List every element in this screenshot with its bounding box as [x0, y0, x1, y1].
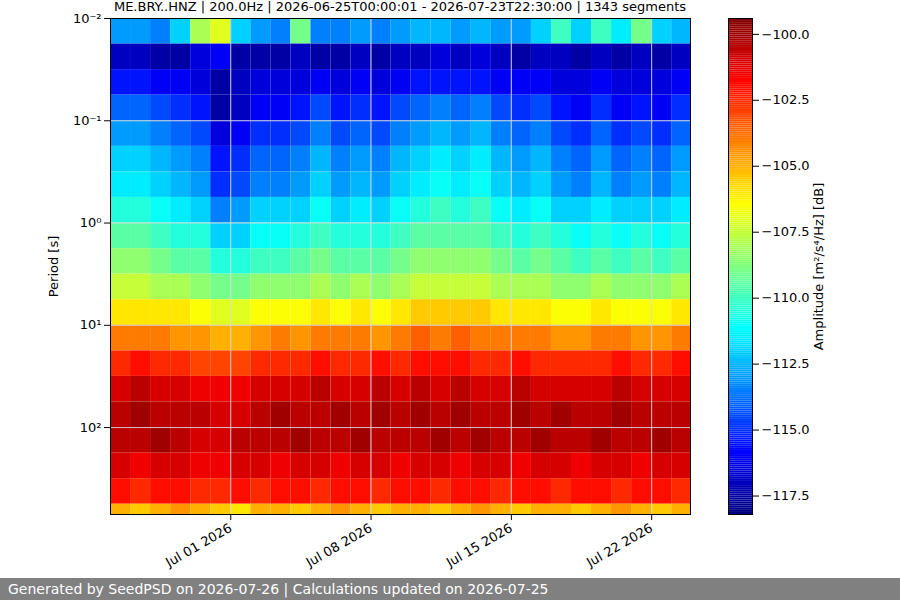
svg-text:−102.5: −102.5	[762, 92, 810, 107]
svg-text:Jul 15 2026: Jul 15 2026	[443, 520, 515, 570]
svg-text:Jul 01 2026: Jul 01 2026	[162, 520, 234, 570]
svg-text:−107.5: −107.5	[762, 224, 810, 239]
svg-text:10¹: 10¹	[80, 317, 102, 332]
svg-text:−112.5: −112.5	[762, 356, 810, 371]
svg-text:10⁰: 10⁰	[80, 215, 102, 230]
svg-text:Jul 08 2026: Jul 08 2026	[303, 520, 375, 570]
html-text:ME.BRY..HNZ | 200.0Hz | 2026-0: ME.BRY..HNZ | 200.0Hz | 2026-06-25T00:00…	[113, 0, 687, 14]
svg-text:−115.0: −115.0	[762, 422, 810, 437]
svg-text:Amplitude [m²/s⁴/Hz] [dB]: Amplitude [m²/s⁴/Hz] [dB]	[811, 183, 826, 351]
svg-text:10²: 10²	[80, 420, 102, 435]
svg-text:10⁻²: 10⁻²	[73, 11, 102, 26]
svg-text:Period [s]: Period [s]	[46, 236, 61, 298]
svg-text:Jul 22 2026: Jul 22 2026	[583, 520, 655, 570]
html-text:Generated by SeedPSD on 2026-0: Generated by SeedPSD on 2026-07-26 | Cal…	[8, 581, 549, 597]
svg-text:−105.0: −105.0	[762, 158, 810, 173]
svg-text:−110.0: −110.0	[762, 290, 810, 305]
svg-text:−100.0: −100.0	[762, 26, 810, 41]
svg-text:−117.5: −117.5	[762, 488, 810, 503]
svg-text:10⁻¹: 10⁻¹	[73, 113, 102, 128]
